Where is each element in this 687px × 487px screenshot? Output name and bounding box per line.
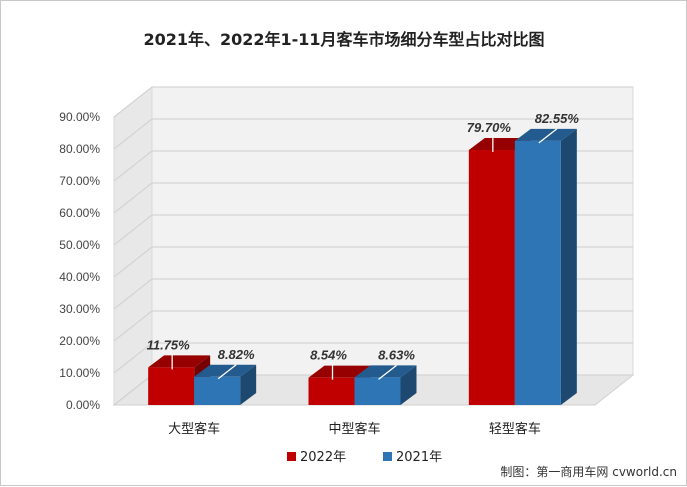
y-tick-label: 50.00% [59, 238, 100, 252]
plot-area: 0.00% 10.00% 20.00% 30.00% 40.00% 50.00% 60.00… [59, 85, 635, 437]
leader-line [538, 128, 558, 144]
data-label: 8.54% [310, 348, 347, 363]
bar-side [560, 128, 577, 405]
y-tick-label: 20.00% [59, 334, 100, 348]
data-label: 82.55% [535, 111, 580, 126]
bar-side [240, 364, 257, 405]
legend-swatch [383, 452, 392, 461]
bar-top [194, 364, 257, 377]
bar-side [400, 365, 417, 405]
y-tick-label: 0.00% [66, 398, 100, 412]
side-wall [113, 85, 153, 407]
y-tick-label: 80.00% [59, 142, 100, 156]
bar [354, 377, 401, 405]
data-label: 8.82% [218, 347, 255, 362]
y-tick-label: 30.00% [59, 302, 100, 316]
category-label: 轻型客车 [489, 421, 541, 437]
legend-swatch [287, 452, 296, 461]
leader-line [217, 364, 237, 380]
y-tick-label: 60.00% [59, 206, 100, 220]
y-tick-label: 70.00% [59, 174, 100, 188]
data-label: 79.70% [467, 120, 512, 135]
gridline [113, 86, 633, 118]
legend-label: 2022年 [300, 450, 346, 465]
chart-title: 2021年、2022年1-11月客车市场细分车型占比对比图 [143, 30, 544, 49]
bar [468, 149, 515, 405]
chart-credit: 制图：第一商用车网 cvworld.cn [500, 464, 677, 479]
bar-top [514, 128, 577, 141]
gridline [113, 118, 633, 150]
bar [194, 376, 241, 405]
bar [514, 140, 561, 405]
legend: 2022年 2021年 [287, 450, 442, 465]
category-label: 大型客车 [168, 421, 220, 437]
legend-label: 2021年 [396, 450, 442, 465]
y-tick-label: 90.00% [59, 110, 100, 124]
data-label: 11.75% [147, 337, 191, 352]
bar [148, 367, 195, 405]
bar-top [354, 365, 417, 378]
y-tick-label: 40.00% [59, 270, 100, 284]
bar-top [148, 355, 211, 368]
bar [308, 377, 355, 405]
data-label: 8.63% [378, 347, 415, 362]
category-label: 中型客车 [328, 421, 380, 437]
leader-line [378, 364, 397, 380]
bar-top [308, 365, 371, 378]
y-tick-label: 10.00% [59, 366, 100, 380]
